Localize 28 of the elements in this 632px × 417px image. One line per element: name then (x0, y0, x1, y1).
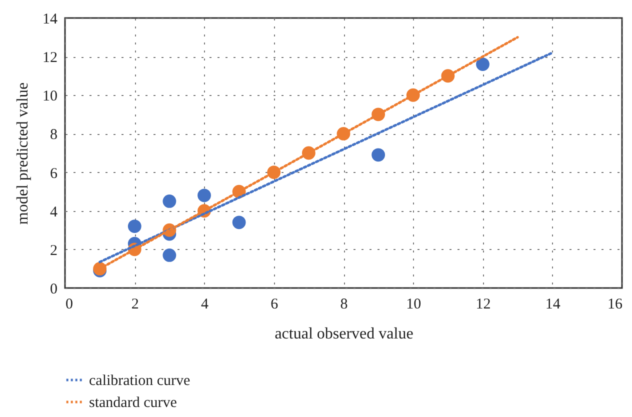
y-tick-label: 10 (42, 88, 58, 105)
x-tick-label: 4 (201, 296, 209, 312)
x-tick-label: 6 (270, 296, 279, 312)
legend-label: calibration curve (89, 373, 191, 389)
y-tick-label: 0 (50, 282, 58, 298)
y-tick-label: 6 (50, 166, 58, 182)
point (162, 194, 176, 208)
y-axis-title: model predicted value (14, 82, 32, 225)
y-tick-label: 4 (50, 204, 58, 220)
x-tick-label: 2 (131, 296, 139, 312)
legend-label: standard curve (89, 395, 178, 411)
y-tick-label: 12 (42, 50, 58, 66)
point (476, 58, 490, 71)
point (162, 248, 176, 262)
x-tick-label: 14 (545, 296, 561, 312)
x-tick-label: 12 (476, 296, 491, 312)
point (372, 148, 386, 162)
x-tick-label: 16 (608, 296, 623, 312)
point (128, 220, 142, 233)
x-tick-label: 0 (66, 296, 73, 312)
point (198, 188, 211, 202)
point (232, 216, 246, 230)
x-axis-title: actual observed value (274, 326, 414, 342)
x-tick-label: 10 (406, 296, 422, 312)
y-tick-label: 2 (50, 242, 58, 259)
y-tick-label: 14 (42, 12, 58, 28)
y-tick-label: 8 (50, 127, 58, 144)
x-tick-label: 8 (340, 296, 348, 312)
